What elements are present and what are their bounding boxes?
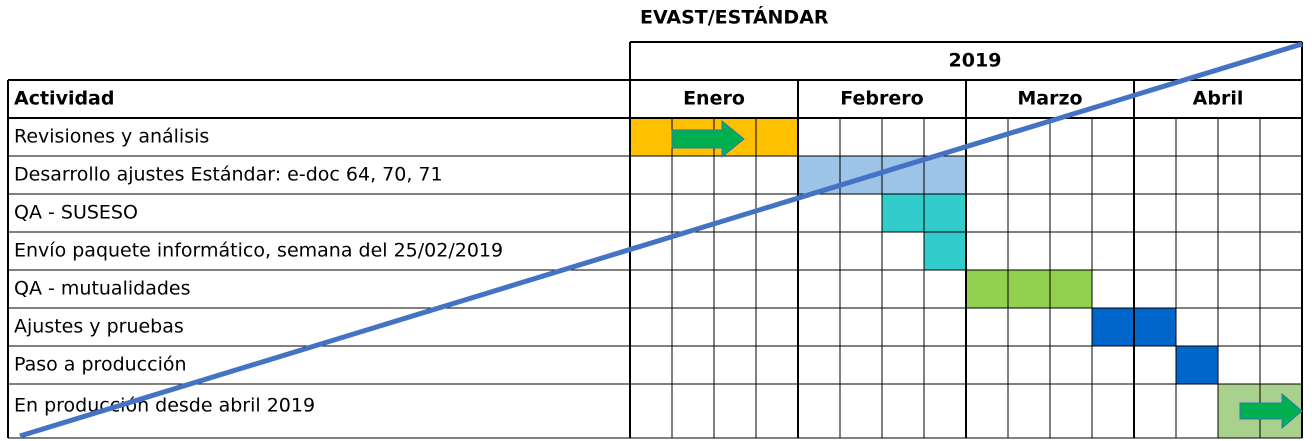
activity-label: Paso a producción <box>14 354 187 376</box>
title: EVAST/ESTÁNDAR <box>640 6 829 29</box>
bar-envio <box>924 232 966 270</box>
bar-paso <box>1176 346 1218 384</box>
month-label: Febrero <box>840 88 923 110</box>
activity-label: Desarrollo ajustes Estándar: e-doc 64, 7… <box>14 164 443 186</box>
bar-qa-mutualidades <box>966 270 1092 308</box>
activity-label: Ajustes y pruebas <box>14 316 184 338</box>
labels: 2019 Actividad Enero Febrero Marzo Abril Rev… <box>14 50 1243 417</box>
arrow <box>1239 392 1303 430</box>
month-label: Marzo <box>1017 88 1082 110</box>
activity-label: Revisiones y análisis <box>14 126 209 148</box>
activity-label: En producción desde abril 2019 <box>14 395 315 417</box>
month-label: Abril <box>1193 88 1244 110</box>
strike-line <box>19 41 1303 439</box>
activity-label: QA - mutualidades <box>14 278 190 300</box>
activity-label: Envío paquete informático, semana del 25… <box>14 240 503 262</box>
activity-label: QA - SUSESO <box>14 202 138 224</box>
grid <box>7 41 1303 439</box>
month-label: Enero <box>683 88 745 110</box>
header: Actividad <box>14 88 114 110</box>
arrow <box>671 119 745 159</box>
year: 2019 <box>949 50 1002 72</box>
